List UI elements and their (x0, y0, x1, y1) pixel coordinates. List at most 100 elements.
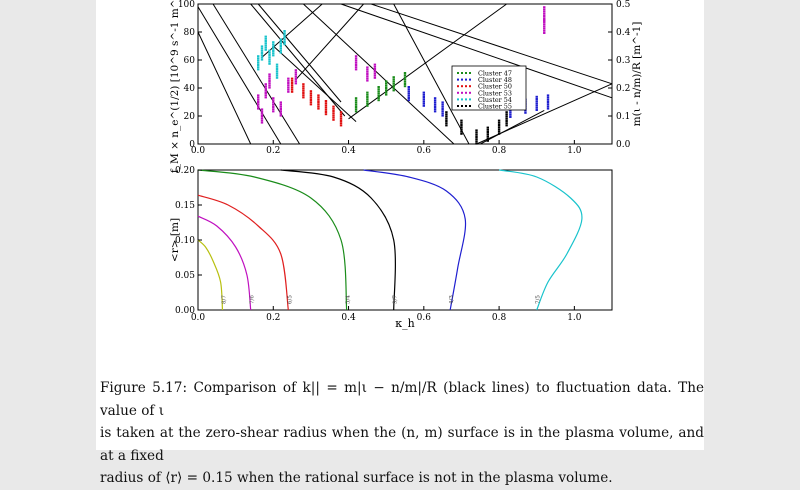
data-point (377, 92, 380, 95)
data-point (268, 84, 271, 87)
data-point (260, 108, 264, 111)
data-point (377, 86, 380, 88)
data-point (272, 41, 275, 44)
top-y-right-tick-label: 0.0 (616, 140, 631, 150)
data-point (392, 87, 395, 90)
data-point (505, 122, 508, 125)
data-point (535, 95, 538, 98)
data-point (332, 114, 335, 117)
data-point (264, 40, 267, 42)
data-point (407, 97, 410, 99)
data-point (317, 103, 320, 106)
data-point (268, 60, 271, 63)
data-point (433, 99, 437, 102)
data-point (294, 73, 298, 76)
data-point (354, 106, 358, 108)
data-point (268, 73, 271, 76)
top-x-ticks: 0.0 0.2 0.4 0.6 0.8 1.0 (191, 140, 582, 156)
data-point (257, 66, 260, 69)
data-point (275, 65, 279, 68)
data-point (366, 79, 369, 82)
data-point (290, 86, 294, 89)
data-point (441, 103, 444, 106)
reference-line (295, 3, 364, 80)
data-point (354, 99, 358, 102)
data-point (535, 102, 538, 105)
data-point (497, 121, 501, 124)
data-point (287, 84, 290, 87)
data-point (309, 103, 313, 106)
data-point (373, 76, 377, 79)
rational-surface-curve (197, 239, 224, 311)
legend-marker (465, 72, 467, 74)
data-point (268, 49, 271, 52)
data-point (543, 19, 546, 22)
top-y-right-ticks: 0.0 0.1 0.2 0.3 0.4 0.5 (608, 0, 631, 150)
data-point (268, 62, 271, 65)
reference-line (393, 3, 470, 145)
data-point (546, 105, 550, 108)
data-point (294, 71, 298, 74)
data-point (441, 105, 444, 108)
data-point (535, 98, 538, 100)
rational-surface-curve (280, 169, 396, 311)
data-point (279, 108, 282, 110)
data-point (279, 49, 282, 52)
data-point (283, 34, 286, 37)
data-point (272, 101, 275, 104)
data-point (441, 112, 444, 115)
data-point (392, 89, 395, 92)
data-point (543, 10, 546, 13)
data-point (339, 120, 343, 122)
data-point (392, 82, 395, 85)
data-point (290, 82, 294, 84)
reference-line (197, 6, 282, 145)
bottom-x-tick-label: 0.8 (492, 313, 507, 323)
data-point (505, 120, 508, 122)
data-point (257, 105, 260, 108)
data-point (257, 96, 260, 99)
data-point (505, 124, 508, 127)
data-point (460, 132, 463, 135)
data-point (433, 103, 437, 106)
data-point (264, 35, 267, 38)
legend-marker (465, 105, 467, 107)
top-y-left-tick-label: 100 (178, 0, 195, 10)
data-point (332, 118, 335, 121)
data-point (272, 110, 275, 113)
legend-marker (461, 78, 463, 81)
data-point (260, 58, 264, 61)
data-point (543, 6, 546, 9)
data-point (279, 42, 282, 45)
data-point (384, 89, 388, 92)
data-point (272, 54, 275, 57)
data-point (260, 112, 264, 115)
data-point (535, 109, 538, 111)
data-point (260, 54, 264, 57)
data-point (283, 36, 286, 39)
data-point (403, 78, 407, 81)
data-point (373, 74, 377, 77)
top-y-left-tick-label: 40 (184, 84, 196, 94)
data-point (509, 116, 512, 118)
data-point (257, 94, 260, 97)
data-point (384, 87, 388, 89)
data-point (264, 85, 267, 88)
data-point (264, 83, 267, 86)
data-point (260, 110, 264, 113)
legend-marker (457, 78, 459, 81)
data-point (366, 98, 369, 101)
data-point (524, 111, 527, 114)
data-point (366, 66, 369, 69)
data-point (366, 102, 369, 105)
data-point (433, 101, 437, 104)
rational-surface-curve (498, 169, 583, 311)
data-point (543, 29, 546, 32)
data-point (366, 75, 369, 78)
data-point (317, 98, 320, 101)
data-point (260, 121, 264, 124)
legend-marker (457, 72, 459, 74)
data-point (486, 128, 489, 131)
data-point (441, 108, 444, 110)
bottom-x-tick-label: 0.4 (341, 313, 356, 323)
